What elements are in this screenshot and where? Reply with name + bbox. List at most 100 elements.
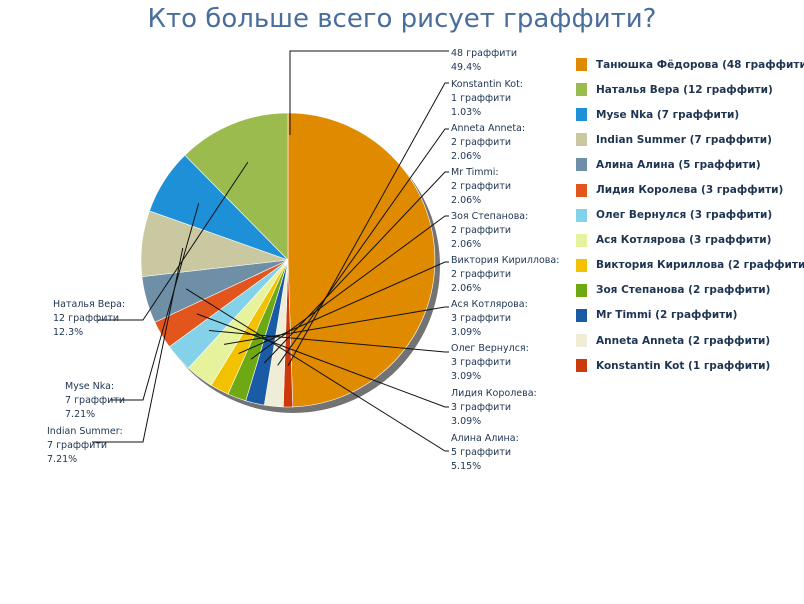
slice-label-наталья-вера: Наталья Вера: 12 граффити 12.3% [53,299,125,338]
legend-swatch [576,83,587,97]
legend-item-танюшка-фёдорова: Танюшка Фёдорова (48 граффити) [576,52,804,77]
slice-label-зоя-степанова: Зоя Степанова: 2 граффити 2.06% [451,211,528,250]
pie-slice-наталья-вера [184,112,289,261]
slice-label-name-anneta-anneta: Anneta Anneta: [451,123,525,134]
slice-label-mr-timmi: Mr Timmi: 2 граффити 2.06% [451,167,511,206]
legend-swatch [576,258,587,272]
legend-item-зоя-степанова: Зоя Степанова (2 граффити) [576,278,800,303]
slice-label-pct-myse-nka: 7.21% [65,409,95,420]
slice-label-name-наталья-вера: Наталья Вера: [53,299,125,310]
legend-label: Олег Вернулся (3 граффити) [596,209,773,222]
legend-swatch [576,108,587,122]
slice-label-pct-indian-summer: 7.21% [47,454,77,465]
slice-label-pct-зоя-степанова: 2.06% [451,239,481,250]
slice-label-pct-ася-котлярова: 3.09% [451,327,481,338]
slice-label-count-konstantin-kot: 1 граффити [451,93,511,104]
slice-label-олег-вернулся: Олег Вернулся: 3 граффити 3.09% [451,343,529,382]
legend-item-indian-summer: Indian Summer (7 граффити) [576,127,800,152]
slice-label-pct-лидия-королева: 3.09% [451,416,481,427]
slice-label-pct-mr-timmi: 2.06% [451,195,481,206]
legend-item-лидия-королева: Лидия Королева (3 граффити) [576,177,800,202]
legend-label: Лидия Королева (3 граффити) [596,184,784,197]
slice-label-count-танюшка-фёдорова: 48 граффити [451,48,517,59]
leader-line-наталья-вера [98,161,249,321]
legend-swatch [576,58,587,72]
slice-label-pct-олег-вернулся: 3.09% [451,371,481,382]
legend-label: Наталья Вера (12 граффити) [596,83,773,96]
legend-swatch [576,233,587,247]
slice-label-pct-виктория-кириллова: 2.06% [451,283,481,294]
legend-swatch [576,359,587,373]
legend-label: Anneta Anneta (2 граффити) [596,334,771,347]
leader-line-зоя-степанова [250,215,449,360]
legend-item-anneta-anneta: Anneta Anneta (2 граффити) [576,328,800,353]
slice-label-indian-summer: Indian Summer: 7 граффити 7.21% [47,426,123,465]
slice-label-name-myse-nka: Myse Nka: [65,381,114,392]
leader-line-anneta-anneta [277,128,449,366]
slice-label-count-наталья-вера: 12 граффити [53,313,119,324]
slice-label-anneta-anneta: Anneta Anneta: 2 граффити 2.06% [451,123,525,162]
slice-label-count-anneta-anneta: 2 граффити [451,137,511,148]
slice-label-name-konstantin-kot: Konstantin Kot: [451,79,523,90]
slice-label-танюшка-фёдорова: 48 граффити 49.4% [451,48,517,73]
slice-label-name-виктория-кириллова: Виктория Кириллова: [451,255,559,266]
legend-swatch [576,334,587,348]
slice-label-name-олег-вернулся: Олег Вернулся: [451,343,529,354]
slice-label-myse-nka: Myse Nka: 7 граффити 7.21% [65,381,125,420]
slice-label-count-зоя-степанова: 2 граффити [451,225,511,236]
legend-label: Mr Timmi (2 граффити) [596,309,738,322]
slice-label-name-зоя-степанова: Зоя Степанова: [451,211,528,222]
slice-label-виктория-кириллова: Виктория Кириллова: 2 граффити 2.06% [451,255,559,294]
slice-label-count-indian-summer: 7 граффити [47,440,107,451]
leader-line-лидия-королева [196,313,449,408]
slice-label-pct-алина-алина: 5.15% [451,461,481,472]
leader-line-indian-summer [92,247,184,443]
leader-line-myse-nka [110,203,200,401]
legend-label: Танюшка Фёдорова (48 граффити) [596,58,804,71]
slice-label-name-mr-timmi: Mr Timmi: [451,167,499,178]
legend-swatch [576,183,587,197]
legend-swatch [576,208,587,222]
leader-line-konstantin-kot [287,82,449,367]
leader-line-танюшка-фёдорова [289,50,449,135]
legend-label: Виктория Кириллова (2 граффити) [596,259,804,272]
legend-label: Ася Котлярова (3 граффити) [596,234,772,247]
slice-label-count-myse-nka: 7 граффити [65,395,125,406]
legend-label: Алина Алина (5 граффити) [596,158,761,171]
legend-item-олег-вернулся: Олег Вернулся (3 граффити) [576,203,800,228]
slice-label-алина-алина: Алина Алина: 5 граффити 5.15% [451,433,519,472]
legend-label: Konstantin Kot (1 граффити) [596,359,771,372]
leader-line-олег-вернулся [208,330,449,353]
legend-label: Myse Nka (7 граффити) [596,108,740,121]
slice-label-name-лидия-королева: Лидия Королева: [451,388,537,399]
slice-label-pct-танюшка-фёдорова: 49.4% [451,62,481,73]
slice-label-count-виктория-кириллова: 2 граффити [451,269,511,280]
slice-label-count-лидия-королева: 3 граффити [451,402,511,413]
slice-label-лидия-королева: Лидия Королева: 3 граффити 3.09% [451,388,537,427]
legend-item-konstantin-kot: Konstantin Kot (1 граффити) [576,353,800,378]
slice-label-ася-котлярова: Ася Котлярова: 3 граффити 3.09% [451,299,528,338]
leader-line-алина-алина [185,288,449,452]
legend-swatch [576,308,587,322]
legend-swatch [576,158,587,172]
chart-title: Кто больше всего рисует граффити? [147,4,657,34]
slice-label-count-олег-вернулся: 3 граффити [451,357,511,368]
legend-label: Indian Summer (7 граффити) [596,133,772,146]
legend-item-алина-алина: Алина Алина (5 граффити) [576,152,800,177]
legend-item-наталья-вера: Наталья Вера (12 граффити) [576,77,800,102]
legend-item-виктория-кириллова: Виктория Кириллова (2 граффити) [576,253,804,278]
slice-label-name-indian-summer: Indian Summer: [47,426,123,437]
chart-legend: Танюшка Фёдорова (48 граффити) Наталья Ве… [576,52,804,378]
slice-label-count-mr-timmi: 2 граффити [451,181,511,192]
slice-label-name-алина-алина: Алина Алина: [451,433,519,444]
slice-label-pct-наталья-вера: 12.3% [53,327,83,338]
legend-swatch [576,133,587,147]
slice-label-konstantin-kot: Konstantin Kot: 1 граффити 1.03% [451,79,523,118]
leader-line-ася-котлярова [224,306,449,345]
legend-item-mr-timmi: Mr Timmi (2 граффити) [576,303,800,328]
legend-item-ася-котлярова: Ася Котлярова (3 граффити) [576,228,800,253]
slice-label-count-алина-алина: 5 граффити [451,447,511,458]
legend-swatch [576,283,587,297]
slice-label-count-ася-котлярова: 3 граффити [451,313,511,324]
